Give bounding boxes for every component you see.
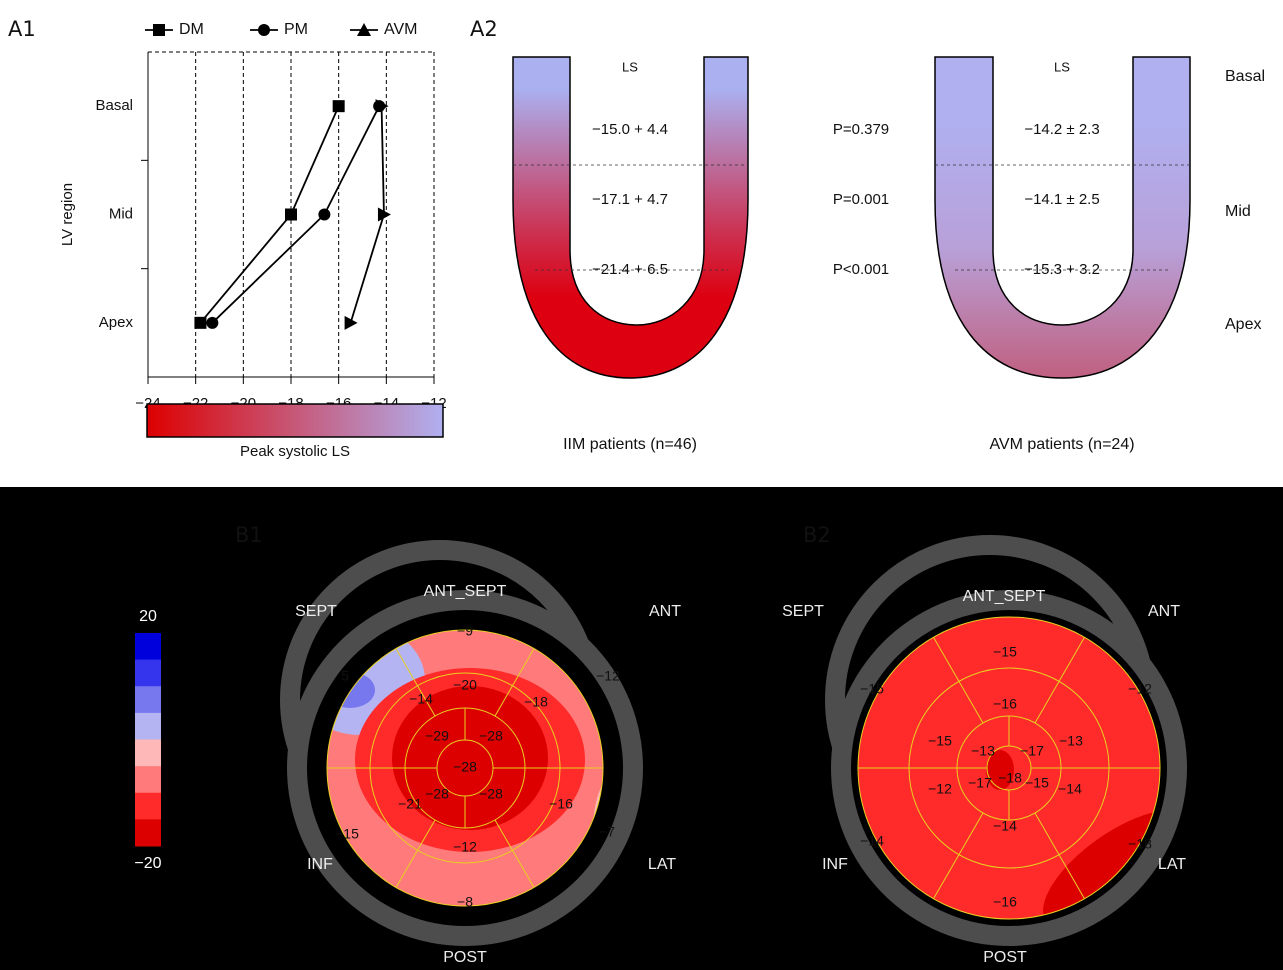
- marker: [285, 209, 297, 221]
- segment-value: −17: [1020, 743, 1044, 759]
- series-line: [200, 106, 338, 323]
- region-label: Mid: [1225, 203, 1251, 220]
- p-value: P=0.001: [833, 191, 889, 208]
- segment-value: −12: [1128, 681, 1152, 697]
- segment-value: −16: [993, 696, 1017, 712]
- colorbar: [147, 404, 443, 437]
- segment-value: −15: [860, 681, 884, 697]
- wall-label: SEPT: [782, 603, 824, 620]
- segment-value: −18: [998, 770, 1022, 786]
- figure: A1A2B1B2−24−22−20−18−16−14−12BasalMidApe…: [0, 0, 1283, 970]
- ventricle-shape: [935, 57, 1190, 378]
- y-category-label: Apex: [99, 314, 134, 331]
- colorbar-segment: [135, 633, 161, 660]
- segment-value: −18: [524, 694, 548, 710]
- segment-value: −15: [1025, 775, 1049, 791]
- segment-value: −8: [457, 894, 473, 910]
- colorbar-segment: [135, 713, 161, 740]
- segment-value: −7: [599, 824, 615, 840]
- segment-value: −14.2 ± 2.3: [1024, 121, 1099, 138]
- marker: [194, 317, 206, 329]
- segment-value: −14: [860, 833, 884, 849]
- panel-label: B1: [235, 523, 263, 547]
- segment-value: −13: [971, 743, 995, 759]
- diagram-title: LS: [1054, 59, 1070, 74]
- segment-value: −17.1 + 4.7: [592, 191, 668, 208]
- segment-value: −15: [335, 826, 359, 842]
- segment-value: −28: [479, 786, 503, 802]
- colorbar-segment: [135, 686, 161, 713]
- diagram-title: LS: [622, 59, 638, 74]
- segment-value: 5: [341, 668, 349, 684]
- segment-value: −17: [968, 775, 992, 791]
- p-value: P=0.379: [833, 121, 889, 138]
- wall-label: ANT_SEPT: [424, 583, 507, 600]
- marker: [318, 209, 330, 221]
- segment-value: −12: [453, 839, 477, 855]
- segment-value: −15: [993, 644, 1017, 660]
- wall-label: ANT: [649, 603, 681, 620]
- group-caption: IIM patients (n=46): [563, 436, 697, 453]
- segment-value: −28: [453, 759, 477, 775]
- region-label: Basal: [1225, 68, 1265, 85]
- segment-value: −13: [1059, 733, 1083, 749]
- y-category-label: Mid: [109, 205, 133, 222]
- segment-value: −28: [479, 728, 503, 744]
- segment-value: −12: [928, 781, 952, 797]
- wall-label: INF: [307, 856, 333, 873]
- colorbar-segment: [135, 660, 161, 687]
- colorbar-min: −20: [134, 855, 161, 872]
- colorbar-segment: [135, 793, 161, 820]
- legend-label: DM: [179, 21, 204, 38]
- a2-diagrams: [513, 57, 1190, 378]
- legend-label: AVM: [384, 21, 417, 38]
- wall-label: SEPT: [295, 603, 337, 620]
- colorbar-max: 20: [139, 608, 157, 625]
- legend-label: PM: [284, 21, 308, 38]
- segment-value: −20: [453, 677, 477, 693]
- segment-value: −15: [928, 733, 952, 749]
- marker: [333, 100, 345, 112]
- wall-label: INF: [822, 856, 848, 873]
- segment-value: −14: [993, 818, 1017, 834]
- wall-label: ANT: [1148, 603, 1180, 620]
- segment-value: −29: [425, 728, 449, 744]
- segment-value: −16: [993, 894, 1017, 910]
- segment-value: −12: [596, 668, 620, 684]
- marker: [258, 24, 270, 36]
- segment-value: −21: [398, 796, 422, 812]
- segment-value: −14: [1058, 781, 1082, 797]
- segment-value: −9: [457, 623, 473, 639]
- marker: [345, 316, 358, 330]
- ventricle-shape: [513, 57, 748, 378]
- segment-value: −15.0 + 4.4: [592, 121, 668, 138]
- segment-value: −21.4 + 6.5: [592, 261, 668, 278]
- segment-value: −14.1 ± 2.5: [1024, 191, 1099, 208]
- segment-value: −28: [425, 786, 449, 802]
- panel-label: B2: [803, 523, 831, 547]
- region-label: Apex: [1225, 316, 1261, 333]
- group-caption: AVM patients (n=24): [989, 436, 1134, 453]
- segment-value: −14: [409, 691, 433, 707]
- colorbar-segment: [135, 766, 161, 793]
- colorbar-label: Peak systolic LS: [240, 443, 350, 460]
- segment-value: −15.3 + 3.2: [1024, 261, 1100, 278]
- wall-label: LAT: [648, 856, 676, 873]
- marker: [153, 24, 165, 36]
- marker: [206, 317, 218, 329]
- panel-label: A1: [8, 17, 36, 41]
- wall-label: POST: [983, 949, 1027, 966]
- segment-value: −18: [1128, 836, 1152, 852]
- colorbar-segment: [135, 819, 161, 846]
- y-category-label: Basal: [95, 97, 133, 114]
- segment-value: −16: [549, 796, 573, 812]
- y-axis-label: LV region: [59, 183, 76, 246]
- wall-label: ANT_SEPT: [963, 588, 1046, 605]
- wall-label: LAT: [1158, 856, 1186, 873]
- panel-label: A2: [470, 17, 498, 41]
- p-value: P<0.001: [833, 261, 889, 278]
- colorbar-segment: [135, 740, 161, 767]
- wall-label: POST: [443, 949, 487, 966]
